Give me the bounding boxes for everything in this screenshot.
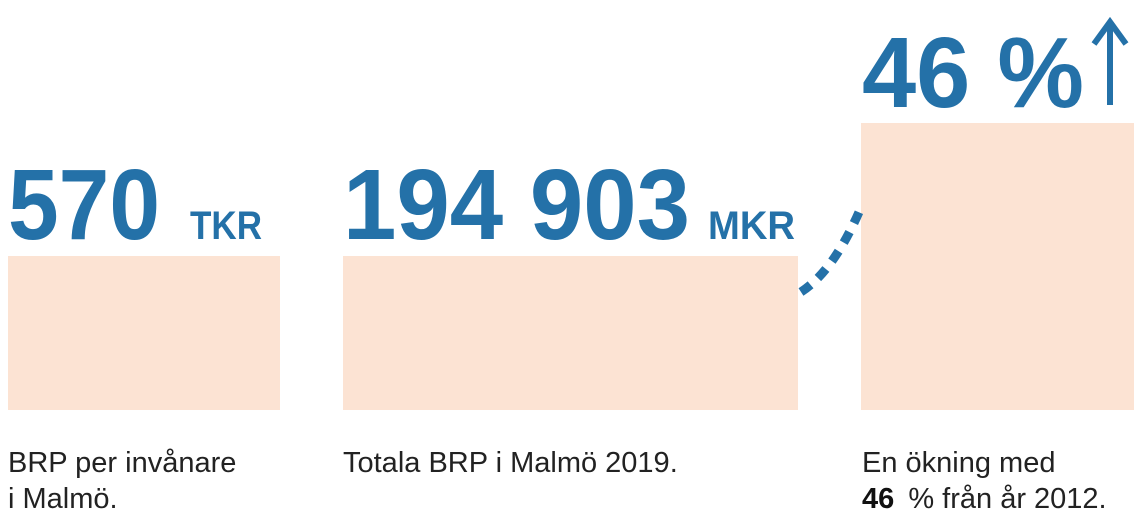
caption-rest: % från år 2012.	[908, 483, 1106, 515]
unit: MKR	[708, 204, 795, 248]
big-number: 570	[8, 149, 160, 261]
caption-bold: 46	[862, 483, 894, 515]
panel	[8, 256, 280, 410]
panel	[861, 123, 1134, 410]
caption: i Malmö.	[8, 483, 118, 515]
caption: BRP per invånare	[8, 447, 236, 479]
unit: TKR	[190, 204, 262, 248]
caption: Totala BRP i Malmö 2019.	[343, 447, 678, 479]
dotted-connector	[798, 203, 867, 296]
big-number: 46 %	[862, 17, 1084, 129]
caption: En ökning med	[862, 447, 1055, 479]
big-number: 194 903	[343, 149, 690, 261]
caption: 46 % från år 2012.	[862, 483, 1107, 515]
panel	[343, 256, 798, 410]
up-arrow	[1091, 16, 1129, 105]
